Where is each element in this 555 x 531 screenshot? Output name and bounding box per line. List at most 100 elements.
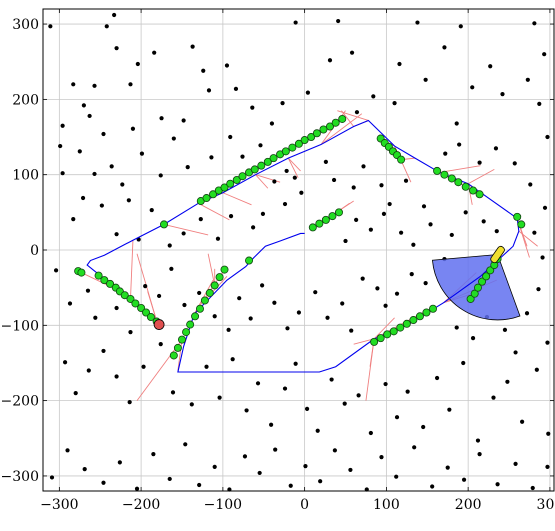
landmark-point: [170, 390, 176, 395]
landmark-point: [151, 451, 156, 457]
observed-landmark: [321, 215, 330, 224]
landmark-point: [128, 82, 133, 87]
landmark-point: [534, 367, 539, 372]
observation-line: [207, 253, 216, 286]
landmark-point: [228, 134, 233, 140]
landmark-point: [512, 161, 517, 166]
observed-landmark: [281, 147, 290, 156]
landmark-point: [491, 395, 496, 400]
observed-landmark: [173, 343, 182, 352]
landmark-point: [477, 451, 482, 457]
landmark-point: [273, 447, 278, 452]
landmark-point: [224, 63, 230, 68]
landmark-point: [461, 360, 466, 366]
landmark-point: [403, 178, 409, 183]
landmark-point: [542, 205, 548, 210]
landmark-point: [101, 480, 106, 485]
landmark-point: [204, 364, 209, 369]
landmark-point: [206, 88, 212, 93]
observation-line: [163, 223, 209, 236]
landmark-point: [212, 464, 217, 469]
x-tick-label: 100: [373, 497, 400, 513]
observed-landmark: [513, 212, 522, 221]
landmark-point: [77, 149, 82, 154]
observed-landmark: [308, 223, 317, 232]
landmark-point: [360, 276, 365, 281]
observed-landmark: [120, 291, 129, 300]
landmark-point: [349, 328, 354, 333]
landmark-point: [272, 300, 277, 305]
landmark-point: [233, 86, 239, 91]
axis-ticks: −300 −200 −100 0 100 200 300 −300 −200 −100 0 100 20…: [1, 9, 555, 513]
landmark-point: [65, 448, 70, 453]
observation-line: [287, 157, 301, 172]
landmark-point: [215, 236, 221, 241]
observed-landmark: [402, 319, 411, 328]
observed-landmark: [328, 212, 337, 221]
landmark-point: [71, 217, 76, 222]
observed-landmark: [210, 281, 219, 290]
landmark-point: [58, 143, 63, 149]
landmark-point: [342, 401, 347, 406]
landmark-point: [248, 316, 253, 321]
landmark-point: [242, 454, 248, 459]
observed-landmark: [397, 155, 406, 164]
observed-landmark: [126, 294, 135, 303]
landmark-point: [114, 305, 119, 311]
landmark-point: [182, 302, 187, 308]
landmark-point: [217, 395, 222, 400]
landmark-point: [458, 24, 463, 29]
landmark-point: [237, 296, 242, 301]
observed-landmark: [312, 129, 321, 138]
landmark-point: [421, 424, 426, 430]
landmark-point: [379, 183, 384, 188]
landmark-point: [394, 474, 399, 479]
observed-landmark: [409, 316, 418, 325]
observed-landmark: [288, 143, 297, 152]
observed-landmark: [245, 256, 254, 265]
landmark-point: [454, 325, 459, 330]
observed-landmark: [486, 266, 495, 275]
landmark-point: [351, 185, 356, 190]
landmark-point: [85, 288, 91, 293]
y-tick-label: 0: [30, 243, 39, 259]
landmark-point: [109, 164, 114, 169]
landmark-point: [546, 431, 551, 436]
landmark-point: [114, 232, 119, 237]
observed-landmark: [294, 139, 303, 148]
landmark-point: [104, 24, 109, 29]
landmark-point: [293, 20, 298, 25]
landmark-point: [502, 327, 508, 332]
landmark-point: [128, 329, 133, 335]
observation-lines: [77, 110, 538, 401]
observed-landmark: [517, 220, 526, 229]
landmark-point: [296, 310, 302, 315]
landmark-point: [327, 58, 333, 63]
landmark-point: [139, 151, 145, 156]
landmark-point: [470, 336, 476, 341]
landmark-point: [412, 445, 417, 450]
landmark-point: [505, 379, 510, 384]
landmark-point: [269, 422, 274, 427]
observed-landmark: [200, 296, 209, 305]
observed-landmark: [232, 175, 241, 184]
landmark-point: [375, 286, 380, 291]
landmark-point: [272, 179, 277, 184]
observed-landmark: [94, 271, 103, 280]
landmark-point: [67, 301, 73, 306]
landmark-point: [269, 121, 275, 126]
landmark-point: [285, 326, 290, 331]
landmark-point: [371, 94, 376, 99]
landmark-point: [101, 348, 106, 354]
landmark-point: [126, 198, 131, 203]
landmark-point: [361, 164, 366, 169]
landmark-point: [250, 105, 255, 110]
observed-landmark: [177, 335, 186, 344]
observation-line: [130, 240, 134, 299]
landmark-point: [394, 291, 400, 296]
landmark-point: [112, 12, 117, 18]
observed-landmark: [186, 320, 195, 329]
landmark-point: [481, 219, 486, 224]
observation-line: [136, 253, 158, 324]
landmark-point: [185, 165, 190, 170]
